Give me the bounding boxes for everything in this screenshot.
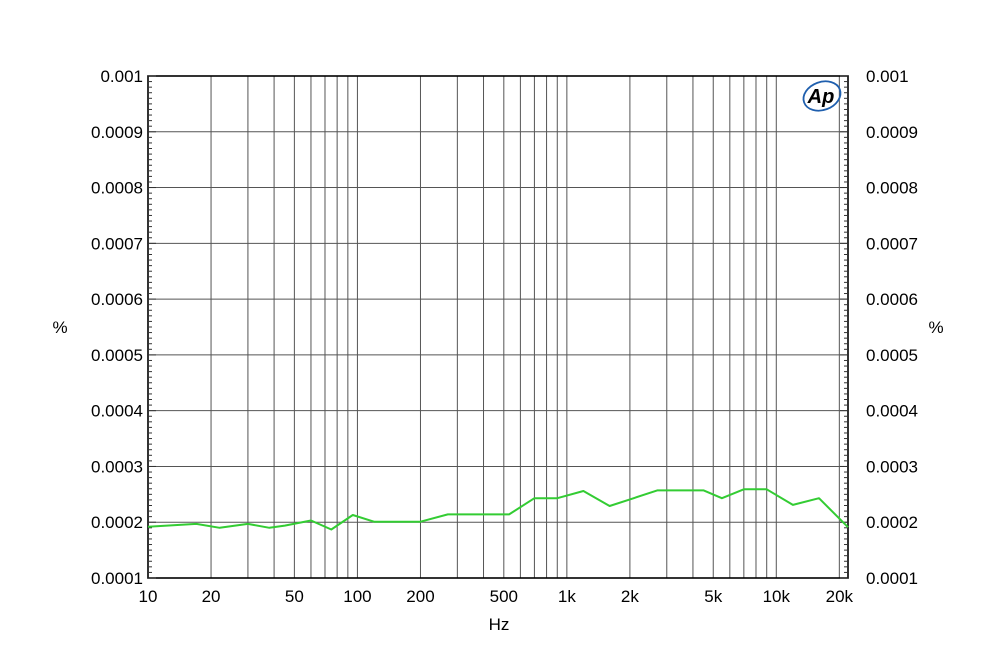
x-tick-label: 2k (621, 587, 639, 606)
y-tick-label-right: 0.0004 (866, 402, 918, 421)
y-axis-label-right: % (928, 318, 943, 337)
y-tick-label-right: 0.0003 (866, 457, 918, 476)
y-tick-label-left: 0.0005 (91, 346, 143, 365)
x-tick-label: 20 (202, 587, 221, 606)
grid (147, 75, 849, 579)
y-tick-label-left: 0.0004 (91, 402, 143, 421)
y-tick-label-right: 0.0007 (866, 234, 918, 253)
y-tick-label-right: 0.0009 (866, 123, 918, 142)
y-tick-label-right: 0.0001 (866, 569, 918, 588)
y-tick-label-left: 0.0003 (91, 457, 143, 476)
x-tick-label: 500 (490, 587, 518, 606)
y-tick-label-left: 0.0002 (91, 513, 143, 532)
tick-labels: 10 20 50 100 200 500 1k 2k 5k 10k 20k 0.0001 0.0001 0… (91, 67, 918, 606)
y-tick-label-right: 0.0005 (866, 346, 918, 365)
y-axis-label-left: % (52, 318, 67, 337)
x-axis-label: Hz (489, 615, 510, 634)
x-tick-label: 100 (343, 587, 371, 606)
x-tick-label: 10 (139, 587, 158, 606)
y-tick-label-left: 0.001 (100, 67, 143, 86)
series-line (147, 488, 849, 531)
plot-frame (147, 75, 849, 579)
x-tick-label: 200 (406, 587, 434, 606)
x-tick-label: 10k (763, 587, 791, 606)
x-tick-label: 20k (826, 587, 854, 606)
tick-marks (148, 75, 848, 579)
y-tick-label-left: 0.0009 (91, 123, 143, 142)
y-tick-label-right: 0.0006 (866, 290, 918, 309)
ap-logo-ring (802, 80, 842, 112)
x-tick-label: 50 (285, 587, 304, 606)
y-tick-label-left: 0.0001 (91, 569, 143, 588)
y-tick-label-left: 0.0006 (91, 290, 143, 309)
y-tick-label-right: 0.0002 (866, 513, 918, 532)
y-tick-label-right: 0.0008 (866, 179, 918, 198)
series-layer (147, 488, 849, 531)
y-tick-label-left: 0.0007 (91, 234, 143, 253)
y-tick-label-left: 0.0008 (91, 179, 143, 198)
ap-logo: Ap (802, 80, 842, 112)
x-tick-label: 1k (558, 587, 576, 606)
y-tick-label-right: 0.001 (866, 67, 909, 86)
x-tick-label: 5k (704, 587, 722, 606)
ap-logo-text: Ap (807, 86, 835, 108)
